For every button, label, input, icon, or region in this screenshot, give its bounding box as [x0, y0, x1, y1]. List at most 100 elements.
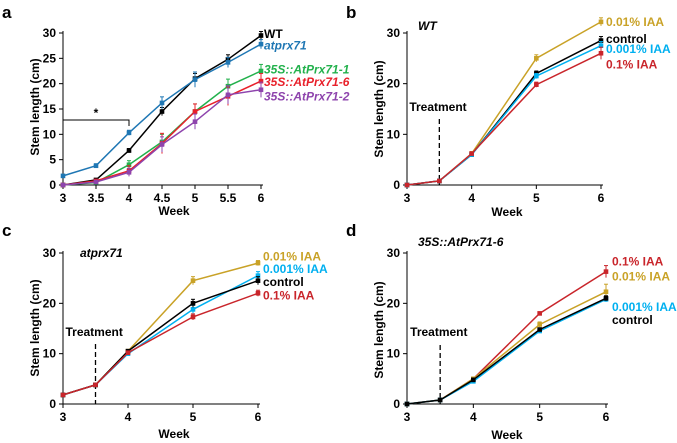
x-tick-label-b: 4 [468, 191, 475, 205]
data-point-b [534, 73, 539, 79]
y-tick-label-a: 0 [49, 178, 56, 192]
data-point-c [190, 301, 196, 306]
series-label-b: 0.001% IAA [606, 42, 671, 56]
treatment-label: Treatment [409, 100, 466, 114]
y-axis-title-c: Stem length (cm) [28, 279, 42, 376]
data-point-b [598, 38, 604, 43]
data-point-a [126, 162, 132, 168]
series-label-a: 35S::AtPrx71-1 [264, 62, 350, 76]
data-point-a [93, 163, 99, 169]
panel-letter-b: b [346, 3, 356, 22]
panel-c: c Stem length (cm) Week atprx71 0 10 20 30 3… [2, 221, 328, 441]
data-point-b [437, 178, 442, 184]
series-line-a [62, 70, 262, 186]
x-tick-label-d: 6 [603, 410, 610, 424]
y-tick-label-c: 20 [43, 296, 57, 310]
x-axis-title-c: Week [158, 427, 189, 441]
panel-d: d Stem length (cm) Week 35S::AtPrx71-6 0… [346, 221, 677, 442]
data-point-a [60, 173, 66, 179]
data-point-c [60, 392, 66, 398]
data-point-c [93, 382, 98, 388]
y-axis-title-a: Stem length (cm) [28, 58, 42, 155]
data-point-a [126, 170, 132, 175]
x-axis-title-a: Week [158, 204, 189, 218]
treatment-label: Treatment [410, 325, 467, 339]
series-line-c [62, 292, 259, 396]
data-point-a [159, 142, 165, 147]
data-point-c [125, 350, 131, 355]
y-tick-label-d: 10 [387, 347, 401, 361]
y-tick-label-d: 20 [387, 296, 401, 310]
y-tick-label-a: 30 [43, 26, 57, 40]
y-tick-label-a: 10 [43, 127, 57, 141]
panel-title-c: atprx71 [80, 246, 123, 260]
y-tick-label-b: 0 [393, 178, 400, 192]
data-point-c [255, 278, 261, 283]
x-tick-label-c: 6 [255, 410, 262, 424]
data-point-a [258, 87, 264, 93]
x-tick-label-d: 4 [470, 410, 477, 424]
y-tick-label-b: 10 [387, 127, 401, 141]
x-tick-label-c: 3 [60, 410, 67, 424]
series-line-b [406, 52, 602, 186]
y-axis-title-b: Stem length (cm) [372, 60, 386, 157]
x-tick-label-a: 4.5 [154, 191, 171, 205]
x-tick-label-a: 5 [192, 191, 199, 205]
y-tick-label-a: 25 [43, 51, 57, 65]
data-point-d [537, 322, 542, 327]
series-c-3: 0.1% IAA [60, 288, 315, 398]
data-point-d [537, 327, 542, 332]
series-line-d [406, 291, 607, 405]
panel-letter-d: d [346, 221, 356, 240]
y-tick-label-c: 10 [43, 347, 57, 361]
series-label-d: 0.001% IAA [612, 300, 677, 314]
series-b-3: 0.1% IAA [404, 46, 658, 188]
series-a-4: 35S::AtPrx71-2 [60, 81, 350, 188]
y-tick-label-a: 20 [43, 77, 57, 91]
significance-star: * [94, 106, 99, 120]
x-tick-label-b: 6 [598, 191, 605, 205]
data-point-d [404, 401, 410, 407]
data-point-a [258, 78, 264, 84]
series-label-a: 35S::AtPrx71-6 [264, 75, 350, 89]
y-tick-label-c: 0 [49, 397, 56, 411]
data-point-c [255, 273, 261, 278]
data-point-a [225, 60, 231, 65]
panel-letter-c: c [2, 221, 11, 240]
series-label-d: 0.01% IAA [612, 270, 670, 284]
data-point-a [258, 33, 264, 38]
y-tick-label-c: 30 [43, 246, 57, 260]
data-point-a [159, 100, 165, 106]
data-point-d [603, 289, 609, 295]
series-label-c: 0.1% IAA [263, 288, 315, 302]
data-point-a [192, 77, 198, 82]
x-tick-label-a: 3 [60, 191, 67, 205]
panel-title-d: 35S::AtPrx71-6 [418, 235, 504, 249]
x-tick-label-d: 5 [536, 410, 543, 424]
data-point-b [598, 43, 604, 48]
data-point-a [225, 92, 231, 98]
data-point-a [258, 41, 264, 47]
data-point-a [192, 119, 198, 124]
data-point-c [190, 278, 196, 283]
x-axis-title-b: Week [491, 205, 522, 219]
treatment-label: Treatment [66, 325, 123, 339]
x-tick-label-b: 3 [404, 191, 411, 205]
panel-letter-a: a [2, 3, 12, 22]
series-label-c: control [263, 275, 304, 289]
data-point-d [603, 296, 609, 301]
series-label-d: 0.1% IAA [612, 255, 664, 269]
data-point-a [159, 109, 165, 114]
data-point-c [190, 314, 196, 320]
data-point-a [126, 130, 132, 136]
series-label-b: control [606, 32, 647, 46]
series-label-c: 0.01% IAA [263, 250, 321, 264]
plot-area-b: 0 10 20 30 3 4 5 6 Treatment 0.01% IAA control0.00… [387, 15, 671, 205]
y-tick-label-a: 15 [43, 102, 57, 116]
y-axis-title-d: Stem length (cm) [372, 281, 386, 378]
x-tick-label-b: 5 [533, 191, 540, 205]
data-point-d [603, 269, 609, 274]
